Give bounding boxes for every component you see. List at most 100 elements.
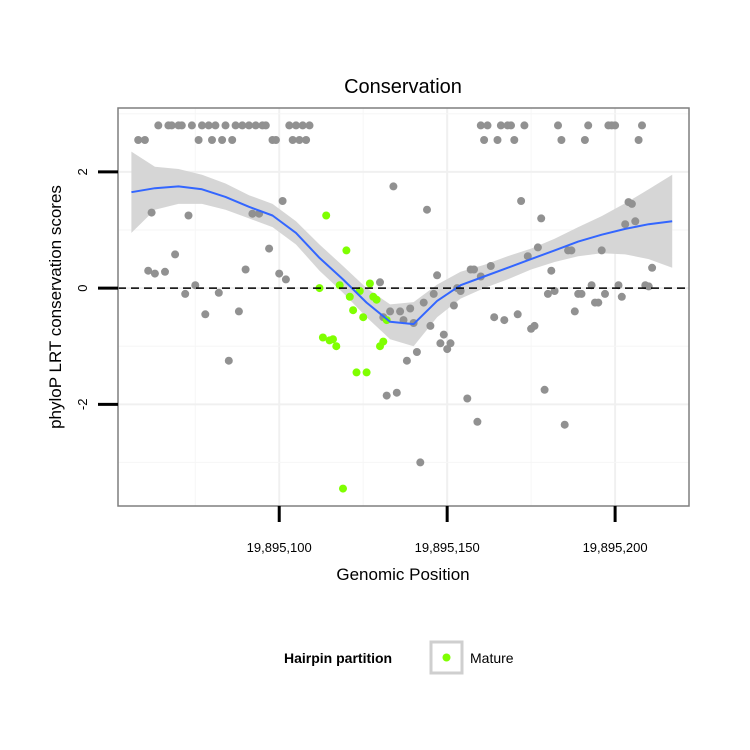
data-point: [376, 278, 384, 287]
y-axis-title: phyloP LRT conservation scores: [46, 185, 65, 429]
data-point: [557, 136, 566, 144]
data-point: [490, 313, 499, 322]
data-point-mature: [329, 335, 337, 344]
data-point: [275, 269, 284, 278]
legend-key-mature: [442, 653, 451, 662]
data-point: [644, 282, 653, 291]
data-point: [295, 136, 304, 144]
data-point: [533, 243, 542, 252]
data-point: [429, 289, 438, 298]
data-point: [211, 121, 220, 130]
data-point: [617, 292, 626, 301]
data-point: [587, 281, 596, 290]
data-point: [302, 136, 311, 144]
data-point: [177, 121, 186, 130]
data-point: [265, 244, 274, 253]
data-point: [436, 339, 445, 348]
data-point-mature: [349, 306, 358, 315]
data-point: [480, 136, 489, 144]
data-point: [171, 250, 180, 259]
y-tick-label: 0: [75, 284, 90, 291]
data-point-mature: [365, 279, 374, 288]
data-point: [554, 121, 562, 130]
data-point-mature: [372, 295, 381, 304]
data-point-mature: [322, 211, 331, 220]
data-point: [204, 121, 213, 130]
data-point: [627, 199, 636, 208]
data-point: [493, 136, 502, 144]
data-point: [483, 121, 492, 130]
data-point: [234, 307, 243, 316]
data-point: [446, 339, 455, 348]
smooth-line: [131, 185, 673, 326]
data-point: [241, 265, 250, 274]
data-point-mature: [318, 333, 327, 342]
data-point: [402, 356, 411, 365]
data-point: [187, 121, 196, 130]
y-tick-label: -2: [75, 399, 90, 411]
data-point: [510, 136, 519, 144]
data-point: [517, 197, 526, 205]
chart-title: Conservation: [344, 76, 462, 98]
data-point: [238, 121, 247, 130]
data-point: [530, 321, 539, 330]
data-point: [416, 458, 425, 467]
data-point: [140, 136, 149, 144]
data-point: [594, 298, 603, 307]
x-axis: 19,895,100 19,895,150 19,895,200: [247, 506, 648, 555]
data-point: [406, 304, 415, 313]
data-point: [601, 289, 609, 298]
data-point: [433, 271, 442, 280]
data-point: [184, 211, 193, 220]
data-point: [543, 289, 552, 298]
data-point: [271, 136, 280, 144]
data-point: [419, 298, 428, 307]
data-point: [194, 136, 203, 144]
data-point: [218, 136, 227, 144]
data-point: [278, 197, 287, 205]
data-point: [560, 420, 569, 429]
data-point: [191, 281, 200, 290]
data-point: [134, 136, 143, 144]
data-point: [439, 330, 448, 339]
data-point: [147, 208, 156, 217]
data-point-mature: [339, 484, 347, 493]
data-point-mature: [342, 246, 351, 255]
data-point: [550, 287, 559, 295]
smooth-line-layer: [131, 185, 673, 326]
data-point: [537, 214, 546, 223]
data-point: [648, 263, 657, 272]
data-point: [412, 348, 421, 356]
data-point: [224, 356, 233, 365]
x-tick-label: 19,895,200: [583, 540, 648, 555]
data-point: [201, 310, 210, 319]
data-point: [520, 121, 529, 130]
data-point: [228, 136, 237, 144]
data-point-mature: [359, 313, 368, 322]
data-point: [181, 289, 190, 298]
data-point: [580, 136, 589, 144]
data-point: [305, 121, 314, 130]
data-point: [486, 262, 495, 270]
data-point: [507, 121, 515, 130]
data-point: [570, 307, 579, 316]
data-point: [547, 266, 556, 275]
data-point: [638, 121, 646, 130]
x-axis-title: Genomic Position: [336, 565, 469, 584]
y-tick-label: 2: [75, 168, 90, 175]
data-point: [634, 136, 643, 144]
data-point: [288, 136, 297, 144]
legend: Hairpin partition Mature: [284, 640, 514, 675]
data-point: [500, 316, 509, 325]
data-point: [382, 391, 391, 400]
data-point: [476, 121, 485, 130]
data-point: [423, 205, 431, 214]
legend-title: Hairpin partition: [284, 650, 392, 666]
data-point: [285, 121, 294, 130]
data-point: [513, 310, 522, 319]
data-point: [426, 321, 435, 330]
panel-border: [117, 107, 690, 507]
data-point: [473, 417, 482, 426]
data-point: [389, 182, 398, 191]
